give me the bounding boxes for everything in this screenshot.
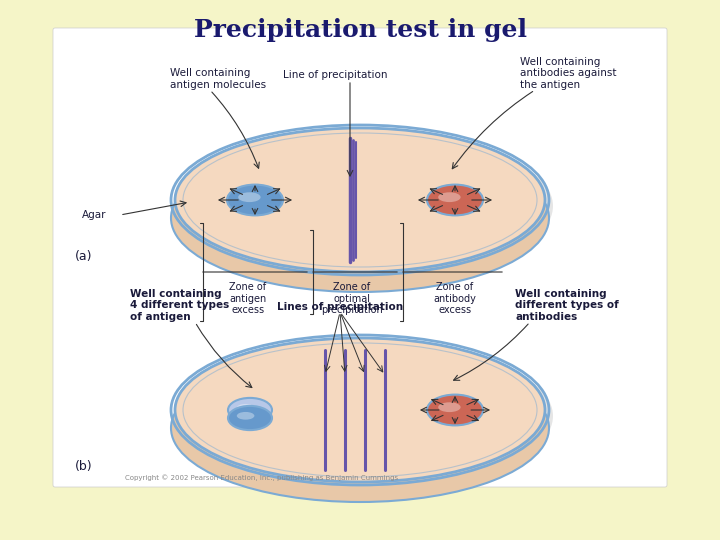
- Text: Well containing
different types of
antibodies: Well containing different types of antib…: [515, 289, 618, 322]
- Text: Precipitation test in gel: Precipitation test in gel: [194, 18, 526, 42]
- Ellipse shape: [171, 144, 549, 292]
- Text: Lines of precipitation: Lines of precipitation: [277, 302, 403, 312]
- Ellipse shape: [175, 128, 545, 272]
- Ellipse shape: [238, 192, 261, 202]
- Text: Line of precipitation: Line of precipitation: [283, 70, 387, 80]
- Text: Copyright © 2002 Pearson Education, Inc., publishing as Benjamin Cummings: Copyright © 2002 Pearson Education, Inc.…: [125, 475, 398, 481]
- Ellipse shape: [179, 342, 553, 490]
- Ellipse shape: [237, 404, 254, 411]
- Ellipse shape: [228, 406, 272, 430]
- FancyBboxPatch shape: [53, 28, 667, 487]
- Ellipse shape: [438, 402, 461, 412]
- Ellipse shape: [175, 338, 545, 482]
- Text: Well containing
antibodies against
the antigen: Well containing antibodies against the a…: [520, 57, 616, 90]
- Text: Zone of
optimal
precipitation: Zone of optimal precipitation: [321, 282, 383, 315]
- Text: (b): (b): [75, 460, 93, 473]
- Ellipse shape: [427, 185, 483, 215]
- Text: Zone of
antibody
excess: Zone of antibody excess: [433, 282, 477, 315]
- Text: Well containing
antigen molecules: Well containing antigen molecules: [170, 69, 266, 90]
- Ellipse shape: [438, 192, 461, 202]
- Ellipse shape: [237, 412, 254, 420]
- Ellipse shape: [228, 398, 272, 422]
- Text: Well containing
4 different types
of antigen: Well containing 4 different types of ant…: [130, 289, 229, 322]
- Ellipse shape: [179, 132, 553, 280]
- Text: (a): (a): [75, 250, 92, 263]
- Ellipse shape: [171, 354, 549, 502]
- Text: Agar: Agar: [82, 210, 107, 220]
- Ellipse shape: [227, 185, 283, 215]
- Text: Zone of
antigen
excess: Zone of antigen excess: [230, 282, 266, 315]
- Ellipse shape: [427, 395, 483, 426]
